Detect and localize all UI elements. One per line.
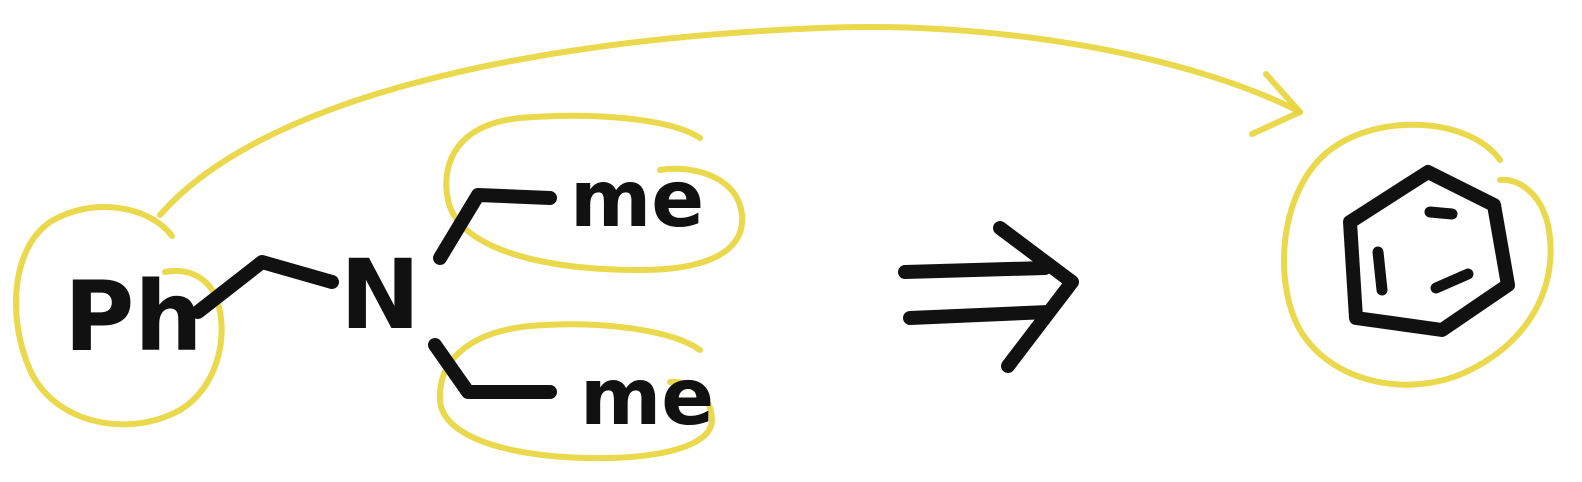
benzene-ring-icon bbox=[1343, 165, 1515, 337]
curved-arrow-line bbox=[157, 23, 1303, 218]
curved-arrow-head bbox=[1249, 71, 1303, 137]
benzene-double-bond-3 bbox=[1430, 268, 1474, 294]
methyl-bottom-label: me bbox=[580, 353, 714, 443]
bond-n-ethyl-bottom bbox=[428, 338, 557, 399]
methyl-top-label: me bbox=[570, 155, 704, 245]
bond-n-ethyl-top bbox=[433, 188, 557, 265]
phenyl-label: Ph bbox=[64, 261, 203, 373]
benzene-double-bond-1 bbox=[1424, 206, 1458, 220]
retro-arrow-head bbox=[993, 221, 1079, 373]
nitrogen-label: N bbox=[340, 239, 420, 351]
methyl-bottom-highlight-loop bbox=[436, 321, 715, 462]
benzene-highlight-circle bbox=[1281, 121, 1554, 388]
retro-arrow-shaft-bottom bbox=[903, 305, 1055, 325]
retro-arrow-shaft-top bbox=[898, 261, 1052, 279]
bond-ph-ch2 bbox=[191, 255, 339, 319]
benzene-double-bond-2 bbox=[1372, 246, 1388, 296]
methyl-top-highlight-loop bbox=[443, 112, 746, 273]
